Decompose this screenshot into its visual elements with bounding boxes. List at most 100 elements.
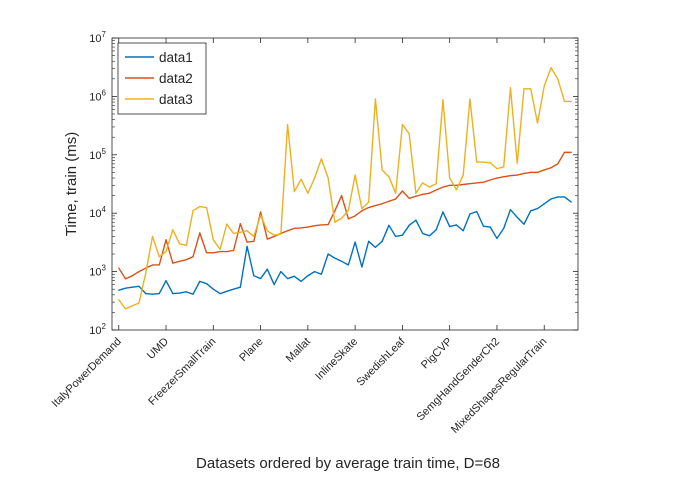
data-point-data1 (509, 209, 512, 211)
data-point-data1 (536, 207, 539, 210)
data-point-data2 (266, 238, 268, 240)
data-point-data2 (131, 275, 133, 277)
data-point-data3 (205, 206, 208, 209)
data-point-data3 (178, 243, 181, 245)
data-point-data2 (476, 182, 478, 184)
data-point-data2 (300, 227, 302, 229)
data-point-data2 (563, 151, 566, 153)
data-point-data2 (192, 256, 194, 258)
data-point-data3 (361, 207, 363, 210)
data-point-data1 (543, 203, 545, 205)
data-point-data1 (503, 227, 505, 229)
data-point-data3 (536, 122, 539, 124)
data-point-data1 (185, 291, 187, 293)
legend-label-data1: data1 (159, 50, 193, 65)
data-point-data3 (381, 169, 383, 171)
data-point-data1 (259, 277, 262, 280)
data-point-data2 (124, 278, 127, 280)
data-point-data3 (462, 174, 464, 176)
data-point-data2 (341, 195, 343, 197)
data-point-data2 (415, 195, 417, 197)
data-point-data3 (557, 78, 559, 80)
data-point-data1 (489, 226, 491, 228)
data-point-data3 (253, 235, 255, 238)
data-point-data2 (516, 174, 518, 176)
data-point-data3 (341, 217, 343, 219)
data-point-data1 (172, 293, 174, 295)
data-point-data1 (482, 225, 485, 227)
data-point-data1 (455, 224, 458, 226)
series-line-data3 (118, 66, 572, 310)
data-point-data3 (246, 230, 248, 232)
data-point-data2 (118, 267, 120, 269)
y-tick-exponent: 7 (102, 30, 107, 39)
data-point-data3 (435, 183, 437, 185)
data-point-data3 (314, 177, 316, 179)
data-point-data1 (449, 225, 451, 228)
data-point-data1 (523, 223, 525, 225)
data-point-data1 (462, 230, 464, 232)
legend: data1 data2 data3 (117, 42, 207, 115)
data-point-data2 (509, 175, 512, 177)
data-point-data3 (145, 272, 147, 274)
y-tick-base: 10 (89, 150, 101, 162)
data-point-data2 (178, 260, 181, 262)
data-point-data2 (442, 186, 444, 188)
data-point-data3 (239, 231, 241, 233)
data-point-data1 (253, 275, 255, 277)
data-point-data3 (523, 88, 525, 90)
data-point-data2 (368, 206, 370, 209)
data-point-data1 (347, 264, 349, 266)
data-point-data2 (307, 226, 309, 228)
y-tick-exponent: 2 (102, 322, 107, 331)
data-point-data2 (388, 200, 390, 202)
data-point-data3 (334, 221, 336, 223)
data-point-data3 (226, 223, 228, 225)
data-point-data2 (408, 197, 410, 199)
data-point-data1 (327, 253, 329, 255)
data-point-data1 (334, 257, 336, 259)
data-point-data3 (327, 177, 329, 179)
data-point-data2 (246, 241, 248, 243)
data-point-data2 (401, 190, 404, 192)
data-point-data3 (482, 161, 485, 163)
data-point-data3 (232, 232, 235, 235)
data-point-data3 (503, 166, 505, 168)
data-point-data3 (212, 239, 214, 241)
data-point-data2 (165, 239, 167, 241)
legend-label-data3: data3 (159, 92, 193, 107)
data-point-data3 (530, 88, 532, 90)
y-tick-base: 10 (89, 325, 101, 337)
data-point-data2 (482, 181, 485, 183)
data-point-data1 (374, 246, 376, 248)
data-point-data2 (422, 193, 424, 195)
data-point-data1 (145, 293, 147, 295)
y-tick-label: 106 (89, 88, 106, 103)
data-point-data3 (455, 189, 458, 191)
data-point-data1 (530, 210, 532, 212)
series-line-data2 (118, 151, 572, 280)
data-point-data1 (381, 240, 383, 242)
data-point-data3 (401, 123, 404, 126)
data-point-data1 (212, 288, 214, 290)
data-point-data2 (293, 227, 295, 229)
data-point-data3 (165, 251, 167, 253)
data-point-data3 (172, 229, 174, 231)
data-point-data1 (239, 286, 241, 288)
data-point-data2 (314, 225, 316, 227)
data-point-data3 (300, 178, 302, 180)
data-point-data3 (570, 100, 572, 103)
data-point-data3 (273, 234, 275, 236)
data-point-data1 (293, 275, 295, 277)
data-point-data1 (320, 273, 322, 275)
data-point-data3 (496, 168, 498, 170)
data-point-data1 (232, 288, 235, 290)
y-tick-exponent: 6 (102, 88, 107, 97)
y-tick-label: 105 (89, 147, 106, 162)
data-point-data3 (320, 158, 322, 160)
y-tick-base: 10 (89, 267, 101, 279)
data-point-data1 (178, 292, 181, 294)
data-point-data1 (395, 235, 397, 238)
y-tick-base: 10 (89, 33, 101, 45)
